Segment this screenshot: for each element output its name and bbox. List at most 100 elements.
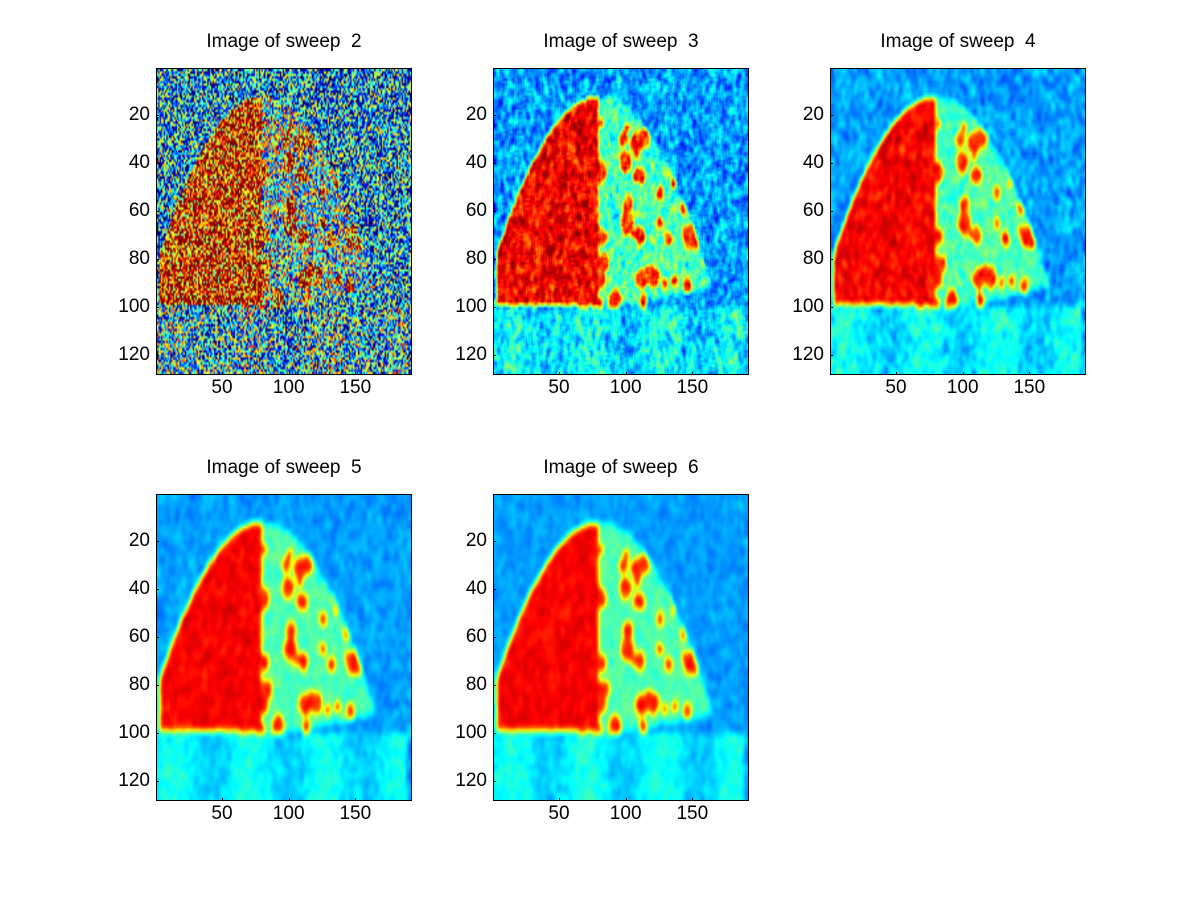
- y-tick-label: 100: [455, 295, 487, 317]
- y-tick-label: 40: [802, 151, 824, 173]
- y-tick-label: 120: [792, 343, 824, 365]
- y-tick-mark: [830, 354, 833, 356]
- x-tick-label: 150: [676, 377, 709, 398]
- subplot-title: Image of sweep 2: [206, 31, 362, 52]
- heatmap-plot-area: [493, 494, 749, 801]
- subplot-sweep-6: Image of sweep 6 20 40 60 80 100 120 50 100 150: [455, 457, 749, 824]
- y-tick-mark: [156, 540, 159, 542]
- y-tick-label: 20: [465, 103, 487, 125]
- y-tick-mark: [830, 210, 833, 212]
- y-tick-mark: [156, 636, 159, 638]
- y-tick-mark: [493, 354, 496, 356]
- y-tick-mark: [830, 162, 833, 164]
- y-tick-mark: [493, 684, 496, 686]
- x-tick-mark: [962, 372, 964, 375]
- x-tick-label: 150: [1013, 377, 1046, 398]
- heatmap-image: [157, 69, 411, 374]
- x-tick-label: 100: [272, 377, 305, 398]
- x-tick-mark: [355, 372, 357, 375]
- x-tick-label: 150: [676, 803, 709, 824]
- y-tick-mark: [156, 780, 159, 782]
- x-tick-label: 100: [946, 377, 979, 398]
- y-tick-label: 40: [128, 577, 150, 599]
- y-tick-label: 120: [118, 769, 150, 791]
- y-tick-mark: [493, 588, 496, 590]
- x-tick-label: 150: [339, 803, 372, 824]
- heatmap-plot-area: [493, 68, 749, 375]
- subplot-title: Image of sweep 3: [543, 31, 699, 52]
- y-tick-mark: [493, 114, 496, 116]
- y-tick-mark: [830, 306, 833, 308]
- y-tick-label: 60: [128, 199, 150, 221]
- y-tick-mark: [156, 588, 159, 590]
- x-tick-mark: [222, 372, 223, 375]
- y-tick-mark: [493, 780, 496, 782]
- y-tick-label: 20: [802, 103, 824, 125]
- x-tick-mark: [222, 798, 223, 801]
- y-tick-label: 100: [118, 295, 150, 317]
- heatmap-image: [494, 495, 748, 800]
- subplot-title: Image of sweep 5: [206, 457, 362, 478]
- y-tick-label: 60: [802, 199, 824, 221]
- x-tick-label: 50: [548, 803, 570, 824]
- subplot-sweep-4: Image of sweep 4 20 40 60 80 100 120 50 100 150: [792, 31, 1086, 398]
- subplot-sweep-2: Image of sweep 2 20 40 60 80 100 120 50 100 150: [118, 31, 412, 398]
- y-tick-mark: [830, 114, 833, 116]
- x-tick-mark: [692, 798, 694, 801]
- y-tick-label: 40: [128, 151, 150, 173]
- x-tick-label: 50: [548, 377, 570, 398]
- subplot-sweep-5: Image of sweep 5 20 40 60 80 100 120 50 100 150: [118, 457, 412, 824]
- x-tick-label: 50: [211, 377, 233, 398]
- y-tick-mark: [156, 684, 159, 686]
- y-tick-label: 80: [128, 247, 150, 269]
- x-tick-label: 50: [885, 377, 907, 398]
- y-tick-label: 80: [465, 247, 487, 269]
- y-tick-label: 100: [118, 721, 150, 743]
- y-tick-label: 20: [465, 529, 487, 551]
- y-tick-mark: [156, 354, 159, 356]
- x-tick-mark: [625, 372, 627, 375]
- x-tick-label: 100: [609, 803, 642, 824]
- x-tick-label: 150: [339, 377, 372, 398]
- y-tick-mark: [156, 114, 159, 116]
- x-tick-mark: [625, 798, 627, 801]
- x-tick-mark: [692, 372, 694, 375]
- x-tick-mark: [559, 798, 560, 801]
- y-tick-label: 80: [128, 673, 150, 695]
- y-tick-label: 120: [455, 343, 487, 365]
- y-tick-label: 40: [465, 577, 487, 599]
- y-tick-label: 120: [455, 769, 487, 791]
- y-tick-mark: [156, 732, 159, 734]
- y-tick-label: 80: [465, 673, 487, 695]
- y-tick-label: 40: [465, 151, 487, 173]
- y-tick-label: 60: [465, 199, 487, 221]
- x-tick-mark: [288, 798, 290, 801]
- heatmap-image: [831, 69, 1085, 374]
- y-tick-mark: [156, 162, 159, 164]
- x-tick-mark: [1029, 372, 1031, 375]
- x-tick-mark: [288, 372, 290, 375]
- subplot-sweep-3: Image of sweep 3 20 40 60 80 100 120 50 100 150: [455, 31, 749, 398]
- y-tick-mark: [493, 540, 496, 542]
- x-tick-label: 100: [609, 377, 642, 398]
- x-tick-mark: [559, 372, 560, 375]
- y-tick-mark: [493, 210, 496, 212]
- y-tick-mark: [493, 732, 496, 734]
- y-tick-label: 20: [128, 103, 150, 125]
- heatmap-image: [494, 69, 748, 374]
- y-tick-mark: [156, 210, 159, 212]
- x-tick-mark: [355, 798, 357, 801]
- y-tick-label: 120: [118, 343, 150, 365]
- subplot-title: Image of sweep 6: [543, 457, 699, 478]
- x-tick-mark: [896, 372, 897, 375]
- y-tick-label: 20: [128, 529, 150, 551]
- y-tick-mark: [493, 636, 496, 638]
- y-tick-label: 100: [792, 295, 824, 317]
- y-tick-label: 100: [455, 721, 487, 743]
- y-tick-mark: [830, 258, 833, 260]
- y-tick-label: 80: [802, 247, 824, 269]
- y-tick-label: 60: [128, 625, 150, 647]
- heatmap-plot-area: [156, 68, 412, 375]
- heatmap-plot-area: [830, 68, 1086, 375]
